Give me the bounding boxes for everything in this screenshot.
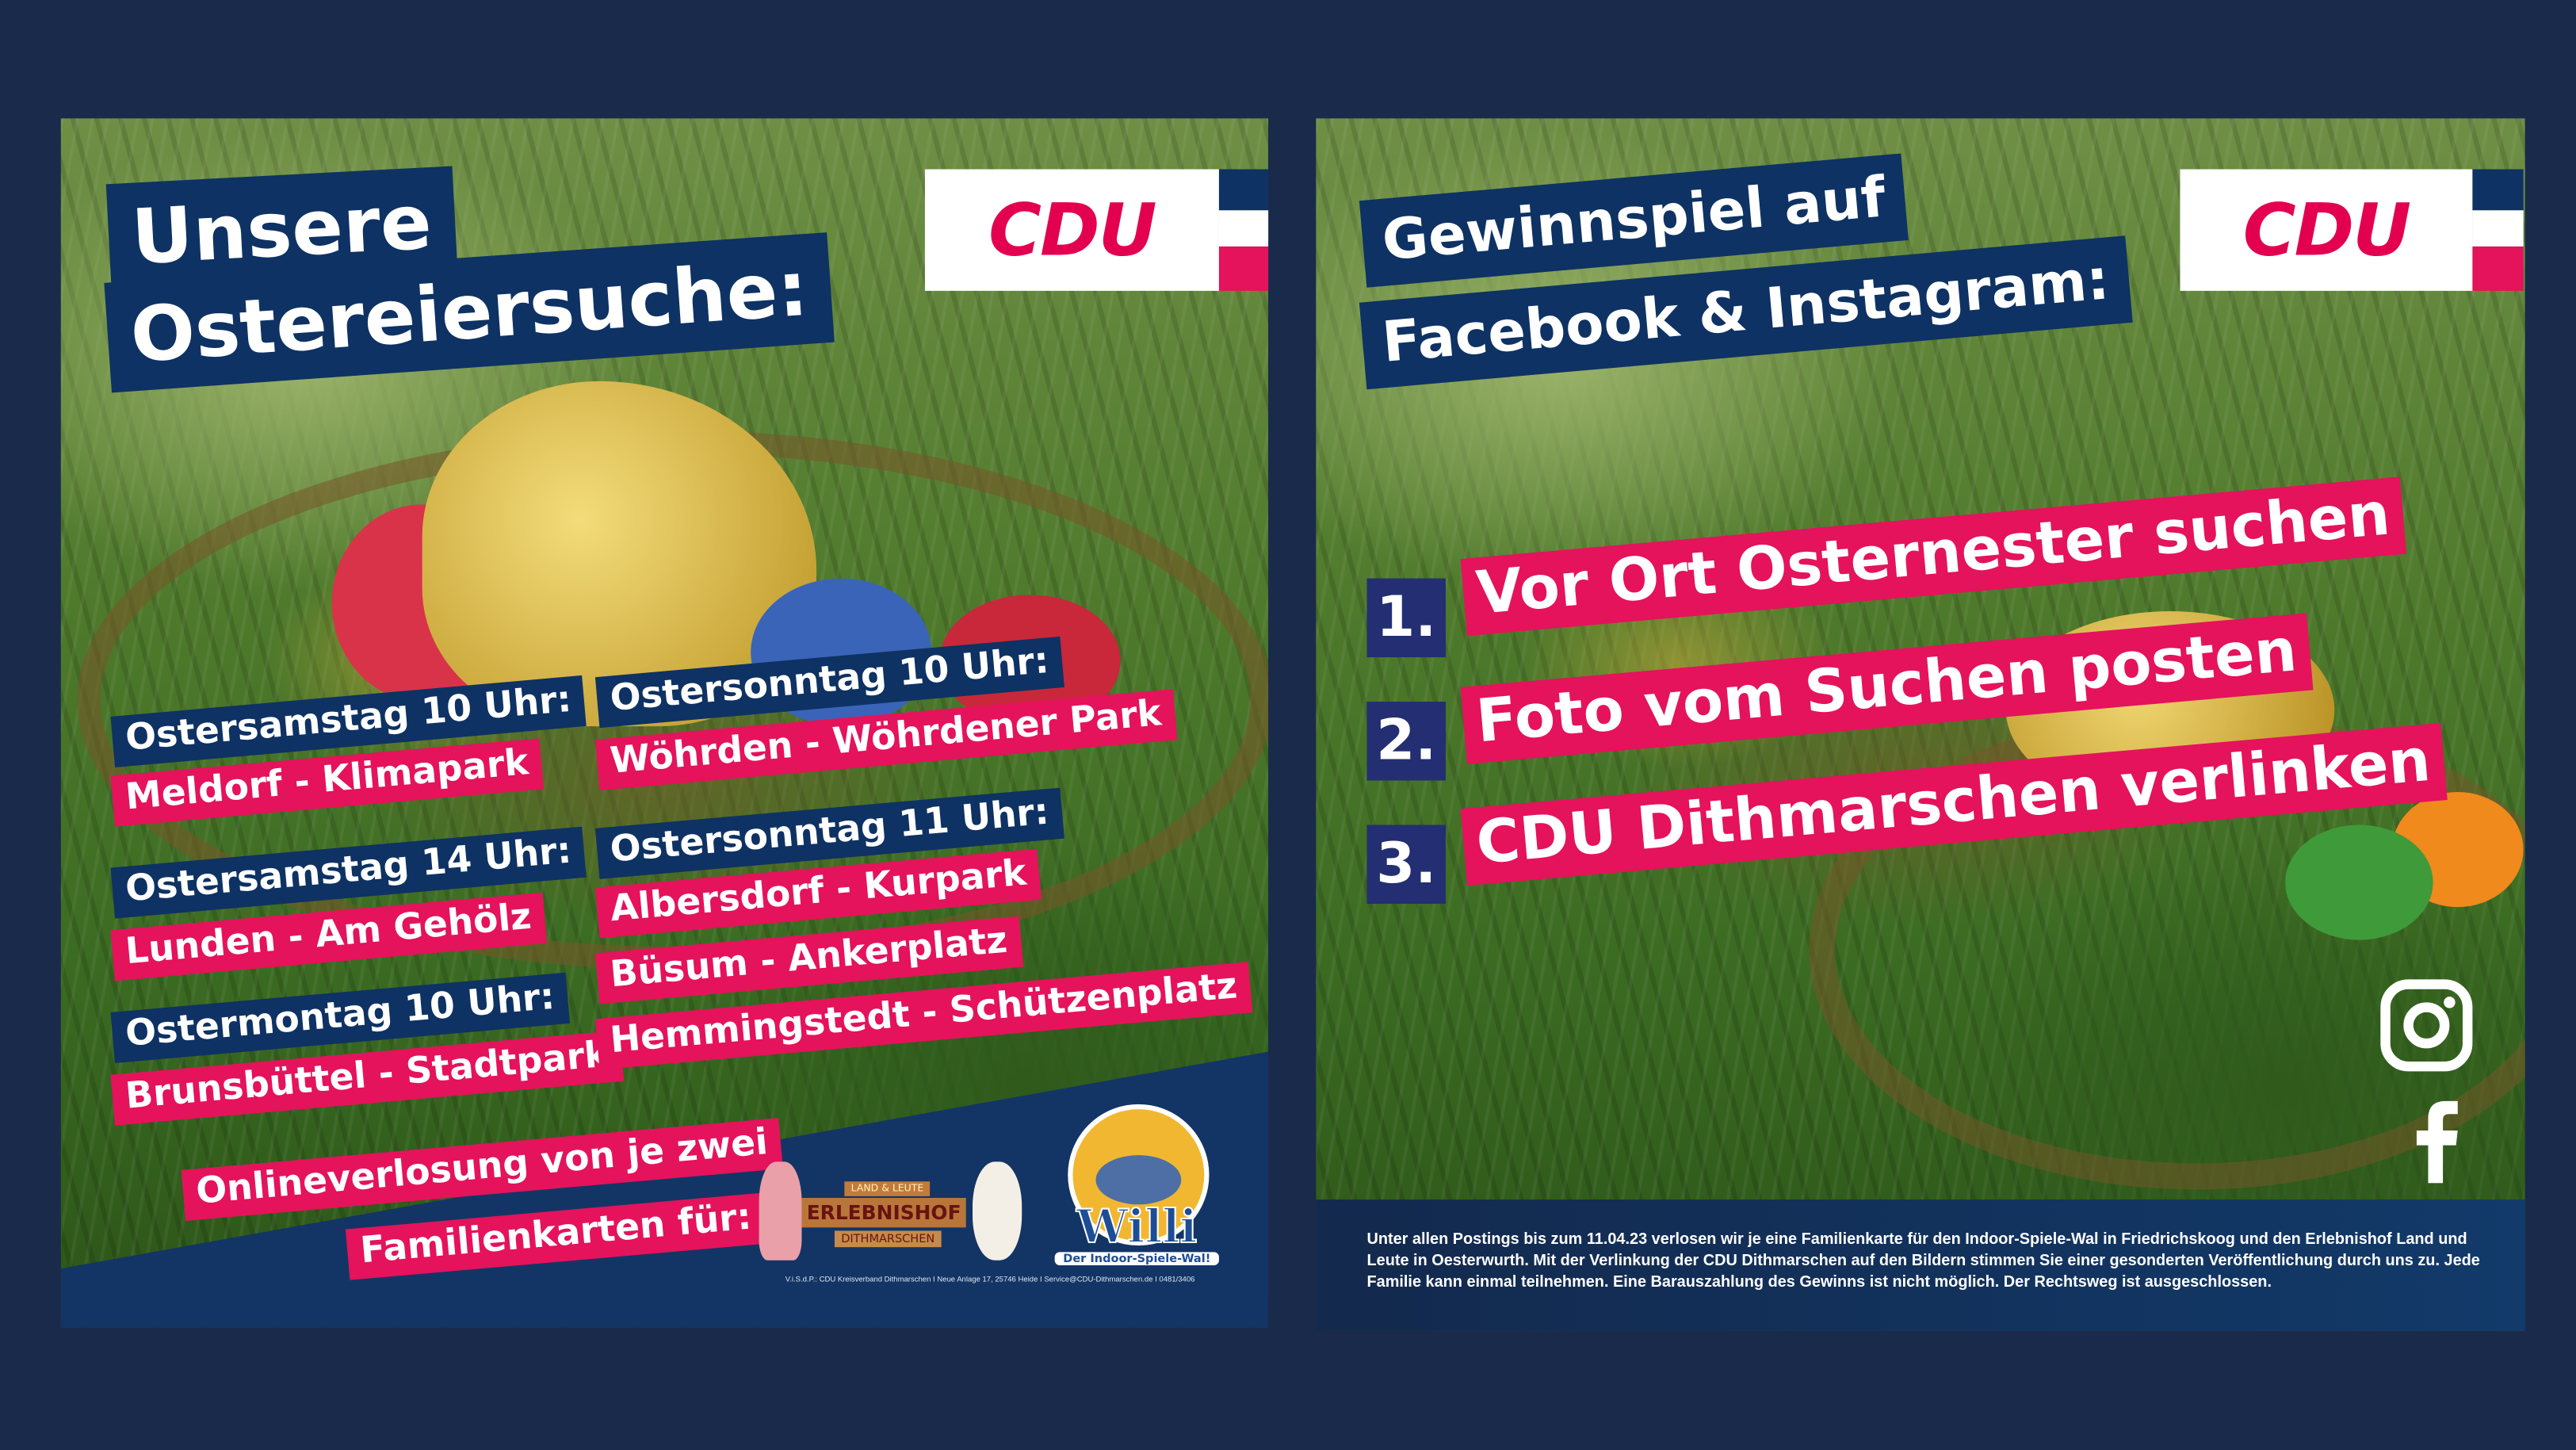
right-poster: CDU Gewinnspiel auf Facebook & Instagram… (1316, 118, 2525, 1331)
left-poster: CDU Unsere Ostereiersuche: Ostersamstag … (60, 118, 1269, 1328)
cdu-logo: CDU (924, 169, 1219, 291)
sheep-mascot-icon (973, 1161, 1022, 1261)
flag-stripes (2472, 169, 2524, 291)
pig-mascot-icon (759, 1161, 802, 1261)
fineprint: Unter allen Postings bis zum 11.04.23 ve… (1366, 1230, 2480, 1292)
erlebnishof-logo: LAND & LEUTE ERLEBNISHOF DITHMARSCHEN (759, 1161, 1022, 1276)
whale-icon (1068, 1104, 1210, 1246)
willi-name: Willi (1076, 1199, 1198, 1254)
step-number: 2. (1366, 702, 1446, 781)
sponsor1-name: ERLEBNISHOF (801, 1197, 966, 1228)
step-number: 3. (1366, 824, 1446, 904)
flag-stripes (1218, 169, 1269, 291)
facebook-icon[interactable] (2412, 1100, 2461, 1184)
green-egg (2285, 824, 2433, 940)
cdu-logo: CDU (2180, 169, 2473, 291)
instagram-icon[interactable] (2379, 978, 2474, 1073)
willi-tagline: Der Indoor-Spiele-Wal! (1054, 1252, 1219, 1265)
imprint: V.i.S.d.P.: CDU Kreisverband Dithmarsche… (785, 1275, 1195, 1284)
sponsor1-bottom: DITHMARSCHEN (834, 1230, 942, 1248)
fineprint-band: Unter allen Postings bis zum 11.04.23 ve… (1316, 1199, 2525, 1331)
sponsor1-top: LAND & LEUTE (844, 1181, 931, 1196)
step-number: 1. (1366, 578, 1446, 658)
willi-logo: Willi Der Indoor-Spiele-Wal! (1054, 1104, 1219, 1268)
